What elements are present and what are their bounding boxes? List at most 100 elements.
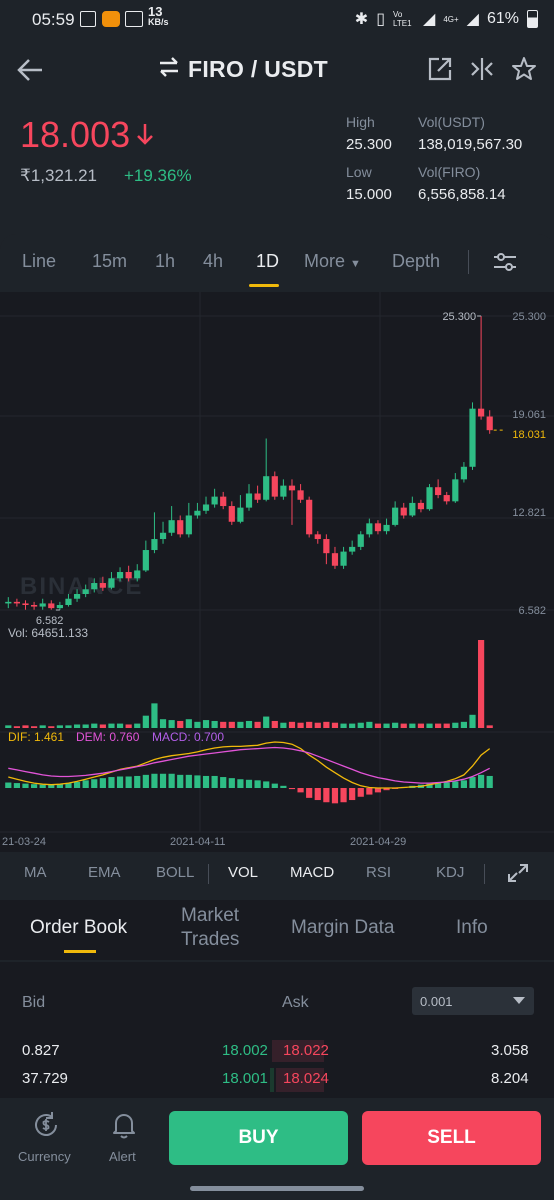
volume-bar (116, 723, 124, 728)
precision-select[interactable]: 0.001 (412, 987, 534, 1015)
signal1-icon: ◢ (423, 11, 436, 28)
tab-market-trades[interactable]: Market Trades (181, 904, 239, 952)
volume-bar (409, 723, 416, 728)
notification-icon (80, 11, 96, 27)
tab-line[interactable]: Line (22, 251, 57, 271)
candle-body (39, 603, 46, 607)
volume-bar (185, 719, 192, 728)
candle-body (426, 487, 433, 510)
candle-body (5, 601, 12, 604)
book-tab-indicator (64, 950, 96, 953)
tab-15m[interactable]: 15m (92, 251, 128, 271)
chart-grid (0, 292, 554, 833)
status-time: 05:59 (32, 10, 75, 29)
compare-icon[interactable] (468, 55, 496, 88)
tab-1d[interactable]: 1D (256, 251, 280, 271)
candle-body (392, 507, 399, 525)
macd-bar (134, 775, 141, 788)
candle-body (125, 572, 132, 579)
ask-price-0[interactable]: 18.022 (283, 1042, 329, 1059)
dif-label: DIF: 1.461 (8, 730, 65, 744)
alert-bell-icon[interactable] (110, 1110, 138, 1145)
macd-bar (125, 776, 132, 788)
macd-bar (383, 788, 390, 791)
volume-bar (82, 724, 89, 728)
tab-depth[interactable]: Depth (392, 251, 441, 271)
macd-bar (280, 785, 287, 788)
share-icon[interactable] (426, 55, 454, 88)
ask-qty-1[interactable]: 8.204 (491, 1070, 529, 1087)
macd-bar (469, 777, 476, 788)
tab-1h[interactable]: 1h (155, 251, 176, 271)
pair-selector[interactable]: FIRO / USDT (158, 56, 328, 83)
bid-depth-bar (270, 1068, 274, 1092)
candle-body (374, 523, 382, 532)
candle-body (151, 539, 158, 551)
carrier-label: Vo LTE1 (393, 10, 412, 28)
x-tick-label: 2021-04-29 (350, 836, 406, 848)
macd-bar (168, 773, 175, 788)
vibrate-icon: ▯ (376, 11, 385, 28)
volume-bar (392, 722, 399, 728)
volume-bar (245, 720, 253, 728)
favorite-star-icon[interactable] (510, 55, 538, 88)
volume-bar (142, 715, 149, 728)
ask-qty-0[interactable]: 3.058 (491, 1042, 529, 1059)
gallery-icon (125, 11, 143, 27)
volume-bar (220, 721, 227, 728)
macd-bar (5, 782, 12, 788)
sell-button[interactable]: SELL (362, 1111, 541, 1165)
volume-bar (125, 724, 132, 728)
fullscreen-icon[interactable] (506, 862, 530, 889)
bid-qty-0[interactable]: 0.827 (22, 1042, 60, 1059)
macd-bar (159, 773, 167, 788)
ask-price-1[interactable]: 18.024 (283, 1070, 329, 1087)
ind-rsi[interactable]: RSI (366, 864, 392, 881)
ind-boll[interactable]: BOLL (156, 864, 195, 881)
macd-bar (323, 788, 330, 803)
kline-chart[interactable]: BINANCE 25.300 19.061 12.821 6.582 18.031 25.… (0, 292, 554, 852)
y-tick-label: 6.582 (518, 605, 546, 617)
candle-body (202, 504, 210, 511)
candle-body (194, 510, 201, 516)
currency-icon[interactable] (32, 1110, 60, 1145)
bid-price-1[interactable]: 18.001 (222, 1070, 268, 1087)
candle-body (168, 520, 175, 533)
chart-settings-icon[interactable] (492, 251, 518, 278)
battery-level: 61% (486, 10, 519, 27)
volume-bar (443, 723, 450, 728)
macd-bar (177, 774, 184, 788)
tab-more[interactable]: More ▼ (304, 251, 361, 272)
volume-bar (374, 723, 382, 728)
ind-macd[interactable]: MACD (290, 864, 335, 881)
currency-label[interactable]: Currency (18, 1149, 71, 1164)
volume-bar (263, 716, 270, 728)
buy-button[interactable]: BUY (169, 1111, 348, 1165)
ind-ema[interactable]: EMA (88, 864, 121, 881)
ind-vol[interactable]: VOL (228, 864, 259, 881)
ind-kdj[interactable]: KDJ (436, 864, 465, 881)
volume-bar (168, 720, 175, 728)
tab-order-book[interactable]: Order Book (30, 917, 128, 938)
tab-info[interactable]: Info (456, 917, 488, 938)
tab-margin-data[interactable]: Margin Data (291, 917, 395, 938)
candle-body (13, 601, 20, 604)
ind-ma[interactable]: MA (24, 864, 47, 881)
volume-label: Vol: 64651.133 (8, 626, 89, 640)
macd-bar (245, 779, 253, 788)
macd-bar (228, 778, 235, 788)
macd-bar (263, 781, 270, 788)
candle-body (99, 583, 106, 588)
macd-bar (39, 784, 46, 788)
bid-price-0[interactable]: 18.002 (222, 1042, 268, 1059)
volume-bar (357, 722, 364, 728)
macd-bar (435, 783, 442, 788)
tab-4h[interactable]: 4h (203, 251, 224, 271)
book-tabs: Order Book Market Trades Margin Data Info (0, 900, 554, 960)
back-arrow-icon[interactable] (14, 52, 46, 93)
alert-label[interactable]: Alert (109, 1149, 136, 1164)
volume-bar (194, 721, 201, 728)
bid-qty-1[interactable]: 37.729 (22, 1070, 68, 1087)
candle-body (220, 496, 227, 507)
y-tick-label: 19.061 (512, 409, 546, 421)
